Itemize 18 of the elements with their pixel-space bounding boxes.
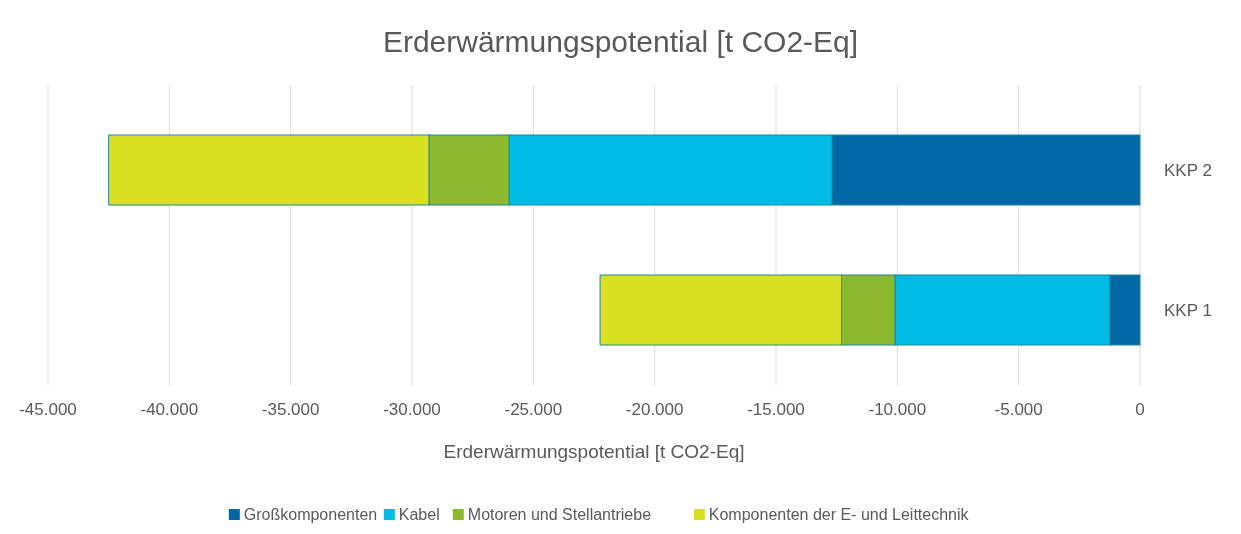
- legend-label: Kabel: [398, 506, 440, 523]
- x-tick-label: -30.000: [383, 400, 441, 419]
- x-tick-label: -45.000: [19, 400, 77, 419]
- x-tick-label: -5.000: [994, 400, 1043, 419]
- x-tick-label: -35.000: [261, 400, 320, 419]
- y-tick-label: KKP 1: [1164, 301, 1212, 320]
- x-axis-title: Erderwärmungspotential [t CO2-Eq]: [443, 441, 745, 462]
- x-tick-label: -25.000: [504, 400, 563, 419]
- x-tick-label: -40.000: [140, 400, 199, 419]
- y-tick-label: KKP 2: [1164, 161, 1212, 180]
- chart-title: Erderwärmungspotential [t CO2-Eq]: [382, 25, 859, 58]
- x-tick-label: -15.000: [747, 400, 805, 419]
- x-tick-label: -10.000: [868, 400, 927, 419]
- legend-label: Komponenten der E- und Leittechnik: [708, 506, 970, 523]
- legend-label: Großkomponenten: [243, 506, 378, 523]
- legend-label: Motoren und Stellantriebe: [467, 506, 652, 523]
- x-tick-label: -20.000: [625, 400, 684, 419]
- x-tick-label: 0: [1135, 400, 1145, 419]
